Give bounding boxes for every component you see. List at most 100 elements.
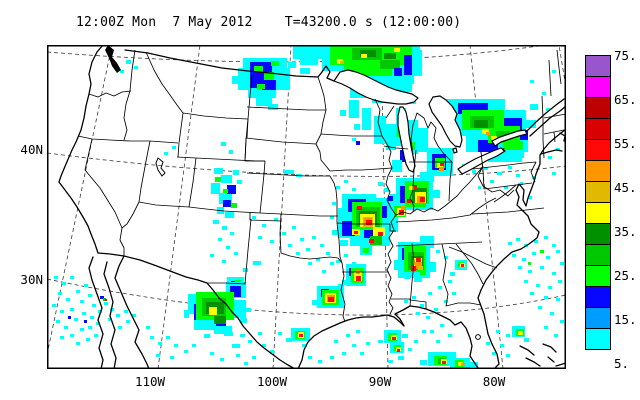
radar-echo bbox=[394, 260, 400, 270]
radar-echo bbox=[240, 318, 247, 323]
colorbar-swatch bbox=[585, 328, 611, 350]
radar-echo bbox=[415, 262, 422, 269]
radar-echo bbox=[482, 129, 489, 134]
great-salt-lake bbox=[155, 157, 166, 177]
colorbar-swatch bbox=[585, 160, 611, 182]
radar-echo bbox=[221, 175, 232, 183]
radar-echo bbox=[248, 88, 276, 98]
radar-echo bbox=[172, 146, 176, 149]
radar-echo bbox=[229, 150, 233, 154]
radar-echo bbox=[342, 221, 355, 236]
radar-echo bbox=[362, 108, 371, 130]
radar-echo bbox=[70, 334, 74, 337]
radar-echo bbox=[394, 48, 400, 52]
radar-echo bbox=[284, 170, 294, 174]
radar-echo bbox=[478, 186, 481, 189]
radar-echo bbox=[356, 330, 360, 333]
radar-echo bbox=[518, 266, 522, 269]
radar-echo bbox=[444, 256, 448, 259]
radar-echo bbox=[184, 310, 189, 318]
radar-echo bbox=[528, 196, 532, 199]
radar-echo bbox=[394, 68, 402, 76]
radar-echo bbox=[293, 45, 327, 59]
radar-echo bbox=[536, 284, 540, 287]
colorbar bbox=[585, 55, 611, 350]
radar-echo bbox=[356, 141, 360, 145]
radar-echo bbox=[418, 266, 423, 270]
radar-echo bbox=[222, 226, 227, 230]
radar-echo bbox=[404, 300, 408, 303]
radar-echo bbox=[103, 298, 106, 301]
radar-echo bbox=[340, 61, 344, 64]
radar-echo bbox=[540, 250, 544, 253]
map-area bbox=[47, 45, 566, 369]
radar-echo bbox=[236, 354, 240, 357]
radar-echo bbox=[486, 342, 490, 345]
radar-echo bbox=[503, 141, 523, 150]
radar-echo bbox=[544, 326, 548, 329]
radar-echo bbox=[271, 61, 279, 66]
radar-echo bbox=[60, 310, 64, 313]
radar-echo bbox=[336, 260, 340, 263]
radar-echo bbox=[354, 124, 360, 130]
radar-echo bbox=[342, 352, 346, 355]
radar-echo bbox=[361, 54, 367, 58]
radar-echo bbox=[360, 50, 376, 57]
radar-echo bbox=[492, 352, 496, 355]
radar-echo bbox=[352, 188, 356, 191]
radar-echo bbox=[404, 55, 414, 75]
radar-echo bbox=[210, 352, 214, 355]
radar-echo bbox=[394, 226, 398, 229]
radar-echo bbox=[334, 340, 338, 343]
radar-echo bbox=[552, 272, 556, 275]
radar-echo bbox=[546, 256, 550, 259]
radar-echo bbox=[496, 330, 500, 333]
radar-echo bbox=[356, 276, 361, 281]
radar-echo bbox=[308, 262, 312, 265]
radar-echo bbox=[124, 310, 128, 313]
radar-echo bbox=[318, 360, 322, 363]
radar-echo bbox=[300, 68, 310, 74]
radar-echo bbox=[222, 260, 226, 263]
lat-label-30n: 30N bbox=[20, 272, 43, 287]
radar-echo bbox=[442, 361, 446, 364]
state-borders bbox=[77, 49, 566, 323]
radar-echo bbox=[209, 307, 217, 315]
radar-echo bbox=[458, 103, 488, 114]
radar-echo bbox=[550, 312, 554, 315]
radar-echo bbox=[497, 172, 502, 175]
radar-echo bbox=[220, 358, 224, 361]
radar-echo bbox=[248, 340, 252, 343]
radar-echo bbox=[158, 342, 162, 345]
radar-echo bbox=[522, 258, 526, 261]
radar-echo bbox=[80, 328, 84, 331]
radar-echo bbox=[94, 334, 98, 337]
radar-echo bbox=[80, 300, 84, 303]
radar-echo bbox=[312, 300, 319, 305]
radar-echo bbox=[74, 318, 78, 321]
map-canvas bbox=[47, 45, 566, 369]
radar-echo bbox=[452, 292, 456, 295]
radar-echo bbox=[320, 244, 324, 247]
radar-echo bbox=[448, 334, 452, 337]
radar-echo bbox=[308, 356, 312, 359]
radar-echo bbox=[76, 342, 80, 345]
radar-echo bbox=[426, 316, 430, 319]
radar-echo bbox=[256, 98, 272, 106]
colorbar-tick-label: 15. bbox=[614, 312, 637, 327]
radar-echo bbox=[146, 326, 150, 329]
radar-echo bbox=[444, 300, 448, 303]
radar-echo bbox=[438, 286, 442, 289]
radar-echo bbox=[426, 204, 433, 210]
radar-echo bbox=[98, 310, 102, 313]
radar-echo bbox=[534, 240, 538, 243]
radar-echo bbox=[312, 236, 316, 239]
radar-echo bbox=[538, 306, 542, 309]
latlon-gridlines bbox=[47, 45, 566, 369]
terrain-marks bbox=[105, 45, 166, 177]
radar-echo bbox=[558, 280, 562, 283]
radar-echo bbox=[548, 286, 552, 289]
radar-echo bbox=[420, 304, 424, 307]
radar-echo bbox=[225, 212, 234, 218]
radar-echo bbox=[230, 286, 241, 297]
